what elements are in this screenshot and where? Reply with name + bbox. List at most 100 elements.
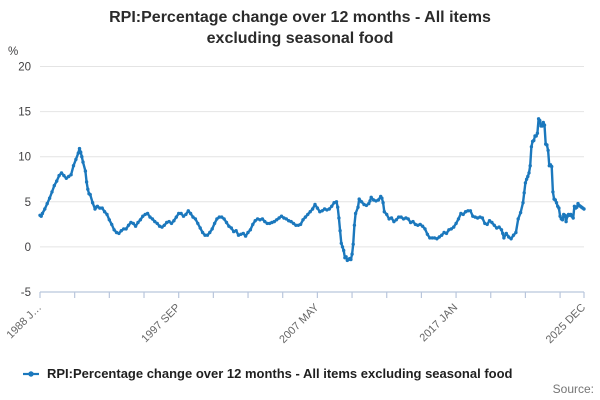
data-point-marker <box>499 228 504 232</box>
data-point-marker <box>411 219 415 224</box>
data-point-marker <box>294 223 298 227</box>
data-point-marker <box>389 216 394 220</box>
source-label: Source: <box>552 382 594 396</box>
data-point-marker <box>110 222 114 227</box>
data-point-marker <box>251 222 255 227</box>
data-point-marker <box>564 219 568 224</box>
data-point-marker <box>526 174 530 179</box>
data-point-marker <box>155 221 159 226</box>
data-point-marker <box>524 177 529 181</box>
data-point-marker <box>200 230 205 235</box>
data-point-marker <box>521 201 525 205</box>
data-point-marker <box>277 216 281 220</box>
data-point-marker <box>337 216 341 220</box>
data-point-marker <box>272 219 276 224</box>
data-point-marker <box>334 200 339 204</box>
data-point-marker <box>330 204 334 208</box>
data-point-marker <box>336 205 340 209</box>
data-point-marker <box>227 224 231 228</box>
data-point-marker <box>184 212 188 217</box>
data-point-marker <box>275 218 279 222</box>
data-point-marker <box>62 173 66 178</box>
data-point-marker <box>122 227 126 231</box>
data-point-marker <box>571 216 575 220</box>
data-point-marker <box>351 242 355 246</box>
data-point-marker <box>315 206 320 210</box>
data-point-marker <box>452 225 456 229</box>
data-point-marker <box>265 221 269 226</box>
data-point-marker <box>350 252 354 256</box>
data-point-marker <box>100 206 104 210</box>
data-point-marker <box>518 210 523 215</box>
data-point-marker <box>342 248 346 253</box>
data-point-marker <box>198 226 202 230</box>
data-point-marker <box>102 210 107 214</box>
data-point-marker <box>126 223 131 227</box>
data-point-marker <box>397 215 401 219</box>
data-point-marker <box>124 227 128 231</box>
data-point-marker <box>98 206 102 210</box>
y-tick-label: 10 <box>18 152 31 164</box>
data-point-marker <box>117 231 121 236</box>
data-point-marker <box>509 237 513 241</box>
legend-line-marker-icon <box>23 370 39 377</box>
data-point-marker <box>43 207 47 211</box>
data-point-marker <box>310 207 315 211</box>
data-point-marker <box>248 228 253 232</box>
data-point-marker <box>193 217 198 221</box>
data-point-marker <box>179 211 183 216</box>
data-point-marker <box>435 237 439 241</box>
data-point-marker <box>77 146 82 151</box>
x-tick-label: 2007 MAY <box>277 301 322 346</box>
data-point-marker <box>444 231 449 236</box>
data-point-marker <box>313 202 317 207</box>
data-point-marker <box>399 215 403 219</box>
data-point-marker <box>260 217 265 221</box>
x-tick-label: 2017 JAN <box>418 302 461 345</box>
data-point-marker <box>542 123 547 127</box>
data-point-marker <box>461 212 465 217</box>
data-point-marker <box>229 226 233 230</box>
data-point-marker <box>167 219 171 224</box>
data-point-marker <box>449 227 453 231</box>
data-point-marker <box>177 211 181 216</box>
data-point-marker <box>298 222 303 227</box>
data-point-marker <box>148 215 152 219</box>
data-point-marker <box>382 210 386 214</box>
data-point-marker <box>162 223 166 227</box>
data-point-marker <box>560 218 565 222</box>
data-point-marker <box>246 230 250 235</box>
data-point-marker <box>112 228 116 232</box>
data-point-marker <box>492 223 496 227</box>
data-point-marker <box>84 180 89 184</box>
data-point-marker <box>502 236 506 240</box>
data-point-marker <box>356 205 360 209</box>
data-point-marker <box>191 215 195 219</box>
data-point-marker <box>188 211 193 216</box>
data-point-marker <box>253 219 257 223</box>
data-point-marker <box>557 206 561 210</box>
data-series-line <box>38 117 586 262</box>
y-tick-label: 15 <box>18 107 31 119</box>
data-point-marker <box>301 218 305 222</box>
data-point-marker <box>67 174 71 179</box>
data-point-marker <box>86 187 90 191</box>
data-point-marker <box>145 211 150 216</box>
data-point-marker <box>418 222 422 227</box>
data-point-marker <box>376 198 381 202</box>
data-point-marker <box>428 236 432 240</box>
data-point-marker <box>64 176 69 180</box>
y-tick-label: 0 <box>25 242 31 254</box>
data-point-marker <box>107 218 112 222</box>
data-point-marker <box>340 245 345 249</box>
data-point-marker <box>40 211 45 216</box>
data-point-marker <box>39 214 43 218</box>
data-point-marker <box>306 212 310 217</box>
data-point-marker <box>172 219 176 223</box>
data-point-marker <box>224 220 229 225</box>
data-point-marker <box>353 211 358 216</box>
data-point-marker <box>217 215 221 219</box>
legend: RPI:Percentage change over 12 months - A… <box>22 366 512 381</box>
data-point-marker <box>80 155 84 159</box>
